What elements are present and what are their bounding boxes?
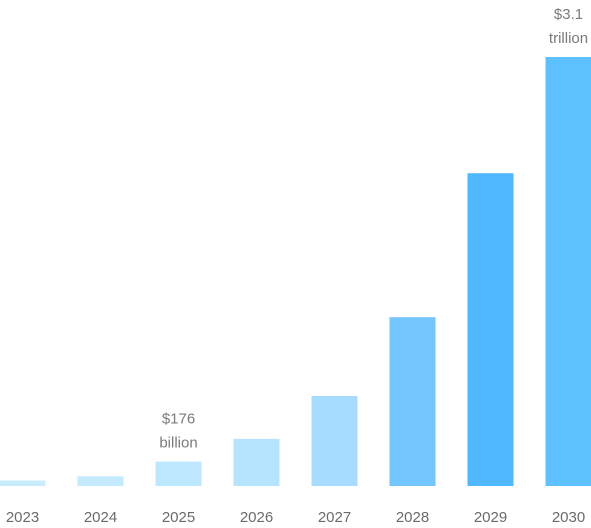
data-label-2030-line-1: $3.1 [554, 6, 583, 23]
annotations-group: $176 billion $3.1 trillion [159, 6, 588, 452]
x-tick-label-2023: 2023 [6, 509, 39, 526]
bar-2025 [155, 461, 202, 486]
bar-2024 [77, 476, 124, 486]
data-label-2025-line-2: billion [159, 435, 197, 452]
bars-group [0, 57, 591, 486]
bar-2027 [311, 396, 358, 486]
bar-2030 [545, 57, 591, 486]
x-tick-label-2029: 2029 [474, 509, 507, 526]
x-axis-tick-labels: 2023 2024 2025 2026 2027 2028 2029 2030 [6, 509, 585, 526]
x-tick-label-2026: 2026 [240, 509, 273, 526]
data-label-2030-line-2: trillion [549, 30, 588, 47]
x-tick-label-2027: 2027 [318, 509, 351, 526]
x-tick-label-2028: 2028 [396, 509, 429, 526]
x-tick-label-2025: 2025 [162, 509, 195, 526]
bar-2029 [467, 173, 514, 486]
x-tick-label-2030: 2030 [552, 509, 585, 526]
bar-2028 [389, 317, 436, 486]
bar-2023 [0, 480, 46, 486]
data-label-2025-line-1: $176 [162, 411, 195, 428]
x-tick-label-2024: 2024 [84, 509, 117, 526]
bar-2026 [233, 438, 280, 486]
